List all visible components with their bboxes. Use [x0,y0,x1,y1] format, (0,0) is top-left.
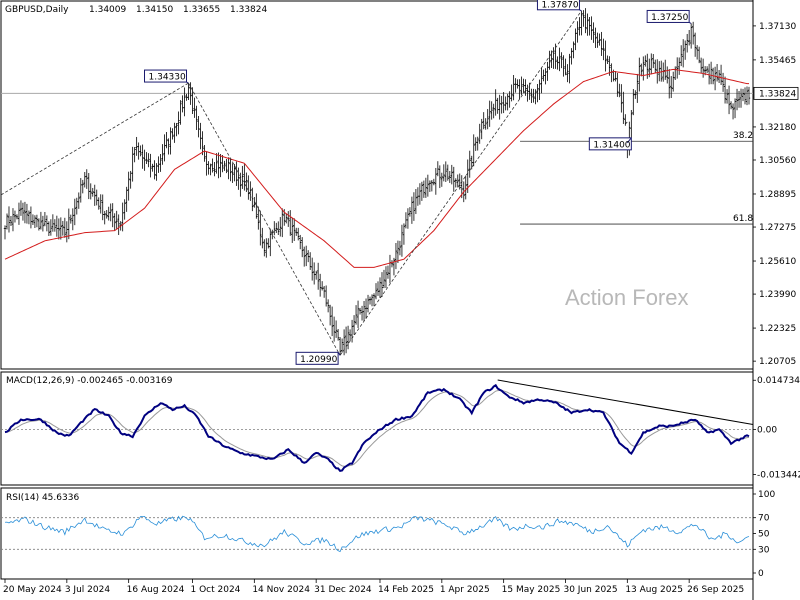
swing-label-pointer [688,22,692,24]
date-axis-label: 15 May 2025 [502,585,561,595]
macd-line [4,383,750,472]
macd-panel-frame [0,371,754,486]
watermark: Action Forex [565,285,689,310]
open-value: 1.34009 [89,5,126,15]
price-axis-label: 1.28895 [759,190,796,200]
macd-title: MACD(12,26,9) -0.002465 -0.003169 [6,376,173,386]
date-axis-label: 16 Aug 2024 [127,585,185,595]
rsi-axis-label: 100 [758,490,775,500]
swing-label-box [536,0,580,11]
reference-lines [1,92,753,550]
swing-label-pointer [579,9,582,12]
swing-connector [0,82,189,196]
fibonacci-label: 61.8 [733,214,753,224]
swing-label-box [295,351,339,365]
price-axis-label: 1.22325 [759,324,796,334]
chart-overlays [0,10,754,553]
swing-label-pointer [186,81,189,84]
price-panel-frame [0,0,754,370]
swing-label-text: 1.37250 [651,13,688,23]
current-price-tag [753,86,799,100]
rsi-axis-label: 0 [758,569,764,579]
swing-label-box [646,9,690,23]
swing-label-pointer [626,137,632,144]
low-value: 1.33655 [183,5,220,15]
price-axis-label: 1.37130 [759,22,796,32]
price-axis-label: 1.20705 [759,357,796,367]
swing-label-text: 1.37870 [541,0,578,10]
moving-average-line [4,68,749,268]
swing-connector [188,82,341,356]
close-value: 1.33824 [230,5,267,15]
rsi-line [4,515,750,553]
macd-signal-line [4,389,750,467]
date-axis-label: 14 Nov 2024 [252,585,310,595]
date-axis-label: 30 Jun 2025 [563,585,617,595]
price-axis-label: 1.27275 [759,223,796,233]
rsi-axis-label: 30 [758,545,770,555]
price-axis-label: 1.25610 [759,257,796,267]
date-axis-label: 14 Feb 2025 [378,585,434,595]
chart-labels: 38.2 61.8 1.34330 1.20990 1.37870 1.31400 1.37… [3,0,800,595]
swing-label-text: 1.20990 [300,355,337,365]
price-axis-label: 1.30560 [759,156,796,166]
macd-trendline [497,379,754,425]
date-axis-label: 13 Aug 2025 [625,585,683,595]
price-axis-label: 1.35465 [759,56,796,66]
date-axis-label: 31 Dec 2024 [314,585,372,595]
rsi-axis-label: 50 [758,530,770,540]
rsi-title: RSI(14) 45.6336 [6,493,79,503]
fibonacci-label: 38.2 [733,131,753,141]
date-axis-label: 20 May 2024 [3,585,62,595]
swing-label-text: 1.34330 [149,73,186,83]
date-axis-label: 1 Apr 2025 [440,585,490,595]
swing-label-text: 1.31400 [593,140,630,150]
swing-connector [339,10,582,356]
macd-axis-label: 0.00 [757,426,777,436]
macd-axis-label: 0.014734 [757,376,800,386]
swing-label-box [144,69,188,83]
rsi-panel-frame [0,487,754,580]
symbol-label: GBPUSD,Daily [5,5,69,15]
date-axis-label: 1 Oct 2024 [190,585,240,595]
swing-label-box [588,137,632,151]
high-value: 1.34150 [136,5,173,15]
price-axis-label: 1.33824 [759,89,796,99]
price-axis-label: 1.23990 [759,290,796,300]
swing-label-pointer [337,352,341,356]
price-axis-label: 1.32180 [759,123,796,133]
price-bars [3,8,751,356]
date-axis-label: 26 Sep 2025 [687,585,744,595]
macd-axis-label: -0.013442 [757,470,800,480]
date-axis-label: 3 Jul 2024 [65,585,110,595]
rsi-axis-label: 70 [758,514,770,524]
